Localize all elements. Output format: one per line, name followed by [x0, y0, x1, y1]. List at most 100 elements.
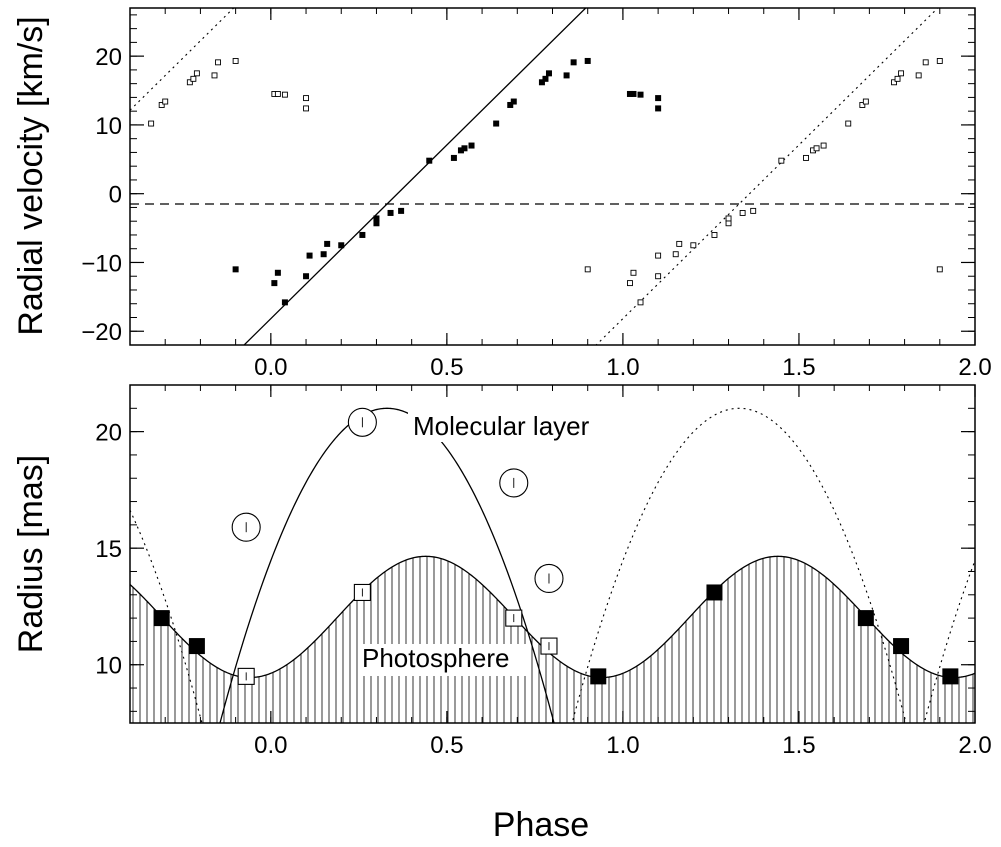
rv-point-open	[898, 70, 905, 77]
photosphere-point-filled	[893, 638, 910, 655]
radius-xtick-label: 2.0	[958, 732, 991, 759]
rv-point-filled	[626, 90, 633, 97]
rv-point-open	[690, 242, 697, 249]
rv-point-open	[739, 210, 746, 216]
photosphere-label: Photosphere	[362, 643, 509, 673]
rv-point-open	[803, 154, 809, 161]
rv-point-open	[672, 251, 679, 258]
rv-point-open	[637, 299, 644, 306]
rv-point-open	[303, 105, 309, 112]
rv-point-open	[655, 273, 662, 280]
rv-xtick-label: 1.0	[606, 354, 639, 381]
rv-point-open	[232, 58, 239, 64]
rv-point-filled	[584, 57, 591, 64]
rv-point-open	[655, 252, 662, 259]
photosphere-point-filled	[590, 668, 607, 685]
rv-ytick-label: −10	[81, 250, 122, 277]
rv-y-axis-title: Radial velocity [km/s]	[12, 16, 50, 335]
rv-point-open	[584, 266, 591, 273]
molecular-label-bg	[408, 408, 646, 442]
rv-point-open	[303, 95, 309, 102]
rv-point-open	[676, 240, 683, 247]
rv-point-filled	[570, 59, 577, 66]
rv-point-open	[627, 280, 633, 287]
rv-point-filled	[281, 299, 288, 306]
rv-ytick-label: −20	[81, 319, 122, 346]
radius-plot-frame	[129, 384, 976, 724]
rv-point-filled	[232, 266, 239, 273]
rv-point-filled	[373, 220, 380, 227]
photosphere-point-filled	[706, 584, 723, 601]
rv-point-open	[148, 120, 155, 127]
rv-xtick-label: 2.0	[958, 354, 991, 381]
rv-ytick-label: 10	[95, 113, 122, 140]
rv-point-filled	[398, 207, 405, 214]
radius-xtick-label: 1.0	[606, 732, 639, 759]
rv-point-filled	[450, 154, 457, 161]
rv-point-open	[915, 72, 922, 79]
rv-point-filled	[274, 269, 281, 276]
rv-point-open	[859, 102, 866, 108]
radius-y-axis-title: Radius [mas]	[12, 455, 50, 653]
rv-point-filled	[320, 251, 327, 258]
rv-point-open	[936, 266, 943, 273]
rv-plot-frame	[129, 7, 976, 346]
rv-point-open	[215, 59, 221, 66]
radius-xtick-label: 1.5	[782, 732, 815, 759]
rv-point-open	[711, 232, 718, 238]
radius-ticks	[129, 384, 976, 723]
rv-point-open	[778, 157, 785, 164]
rv-point-filled	[538, 79, 545, 86]
rv-point-open	[211, 72, 218, 79]
rv-point-filled	[468, 142, 475, 149]
rv-point-open	[193, 70, 200, 77]
rv-point-open	[862, 98, 869, 105]
rv-point-filled	[306, 252, 313, 259]
rv-point-open	[845, 120, 852, 127]
rv-point-open	[630, 269, 637, 276]
rv-data-points	[148, 57, 943, 306]
rv-point-open	[891, 79, 897, 86]
rv-point-open	[725, 215, 732, 222]
rv-ytick-label: 20	[95, 44, 122, 71]
rv-point-filled	[303, 273, 310, 280]
rv-point-open	[190, 75, 197, 82]
rv-point-filled	[271, 280, 278, 287]
rv-point-open	[894, 75, 901, 82]
rv-xtick-label: 0.5	[430, 354, 463, 381]
rv-point-open	[750, 207, 757, 214]
photosphere-point-filled	[857, 610, 874, 627]
photosphere-label-bg	[358, 644, 528, 676]
radius-tick-labels: 0.0 0.5 1.0 1.5 2.0 10 15 20	[95, 420, 991, 759]
photosphere-point-filled	[942, 668, 959, 685]
rv-point-filled	[461, 145, 468, 152]
rv-point-filled	[655, 95, 662, 102]
rv-point-open	[813, 145, 820, 152]
radius-ytick-label: 10	[95, 653, 122, 680]
rv-point-open	[274, 91, 281, 97]
rv-point-filled	[387, 209, 394, 216]
photosphere-curve	[130, 555, 975, 679]
radius-ytick-label: 20	[95, 420, 122, 447]
rv-point-filled	[637, 91, 644, 98]
rv-xtick-label: 0.0	[254, 354, 287, 381]
rv-point-filled	[426, 157, 433, 164]
rv-fit-line-prev-cycle	[130, 8, 235, 111]
rv-point-filled	[373, 215, 380, 222]
rv-point-filled	[507, 101, 514, 108]
rv-point-open	[936, 58, 943, 64]
phase-x-axis-title: Phase	[493, 806, 589, 844]
rv-point-filled	[493, 120, 500, 127]
rv-ticks	[129, 8, 976, 346]
rv-point-open	[162, 98, 169, 105]
rv-fit-line	[243, 8, 587, 345]
radius-xtick-label: 0.0	[254, 732, 287, 759]
rv-point-filled	[510, 98, 517, 105]
radius-xtick-label: 0.5	[430, 732, 463, 759]
rv-xtick-label: 1.5	[782, 354, 815, 381]
rv-point-open	[922, 59, 929, 66]
rv-point-filled	[338, 242, 345, 249]
rv-point-filled	[563, 72, 570, 79]
rv-point-open	[820, 142, 827, 149]
